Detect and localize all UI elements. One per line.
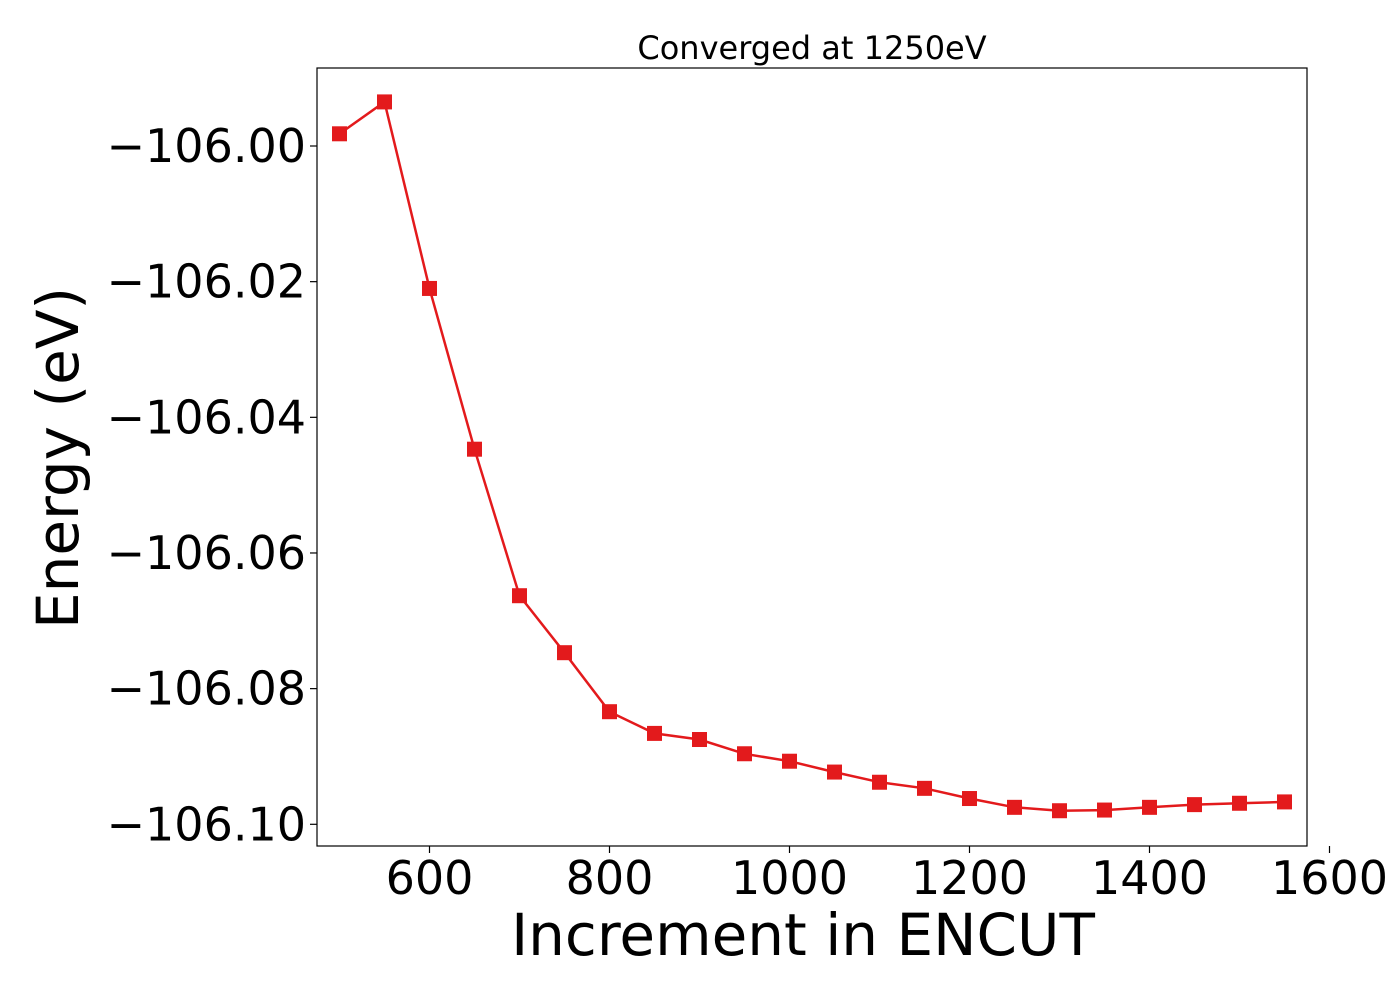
x-axis-label: Increment in ENCUT (511, 901, 1095, 969)
data-point-marker (827, 764, 842, 780)
data-point-marker (512, 588, 527, 604)
y-tick-label: −106.00 (107, 119, 307, 173)
data-point-marker (467, 441, 482, 457)
x-tick-label: 600 (386, 851, 474, 905)
data-point-marker (1097, 802, 1112, 818)
y-tick-label: −106.04 (107, 390, 307, 444)
data-point-marker (872, 774, 887, 790)
energy-series-markers (332, 94, 1292, 819)
data-point-marker (377, 94, 392, 110)
chart-title: Converged at 1250eV (637, 29, 986, 67)
x-tick-label: 800 (566, 851, 654, 905)
y-tick-label: −106.10 (107, 797, 307, 851)
x-tick-label: 1600 (1271, 851, 1388, 905)
data-point-marker (962, 791, 977, 807)
y-tick-label: −106.06 (107, 526, 307, 580)
data-point-marker (1007, 799, 1022, 815)
x-tick-label: 1000 (731, 851, 848, 905)
y-axis-ticks: −106.00 −106.02 −106.04 −106.06 −106.08 −106.… (107, 119, 317, 851)
y-tick-label: −106.02 (107, 255, 307, 309)
energy-series-line (338, 99, 1285, 812)
data-point-marker (647, 725, 662, 741)
y-axis-label: Energy (eV) (24, 287, 92, 629)
data-point-marker (917, 780, 932, 796)
data-point-marker (1142, 799, 1157, 815)
y-tick-label: −106.08 (107, 662, 307, 716)
data-point-marker (1052, 803, 1067, 819)
data-point-marker (332, 126, 347, 142)
plot-area (316, 67, 1308, 847)
data-point-marker (1277, 794, 1292, 810)
data-point-marker (557, 645, 572, 661)
x-tick-label: 1400 (1091, 851, 1208, 905)
data-point-marker (422, 280, 437, 296)
x-tick-label: 1200 (911, 851, 1028, 905)
x-axis-ticks: 600 800 1000 1200 1400 1600 (386, 846, 1388, 905)
data-point-marker (1187, 797, 1202, 813)
data-point-marker (692, 732, 707, 748)
data-point-marker (737, 746, 752, 762)
data-point-marker (782, 753, 797, 769)
data-point-marker (1232, 795, 1247, 811)
data-point-marker (602, 704, 617, 720)
